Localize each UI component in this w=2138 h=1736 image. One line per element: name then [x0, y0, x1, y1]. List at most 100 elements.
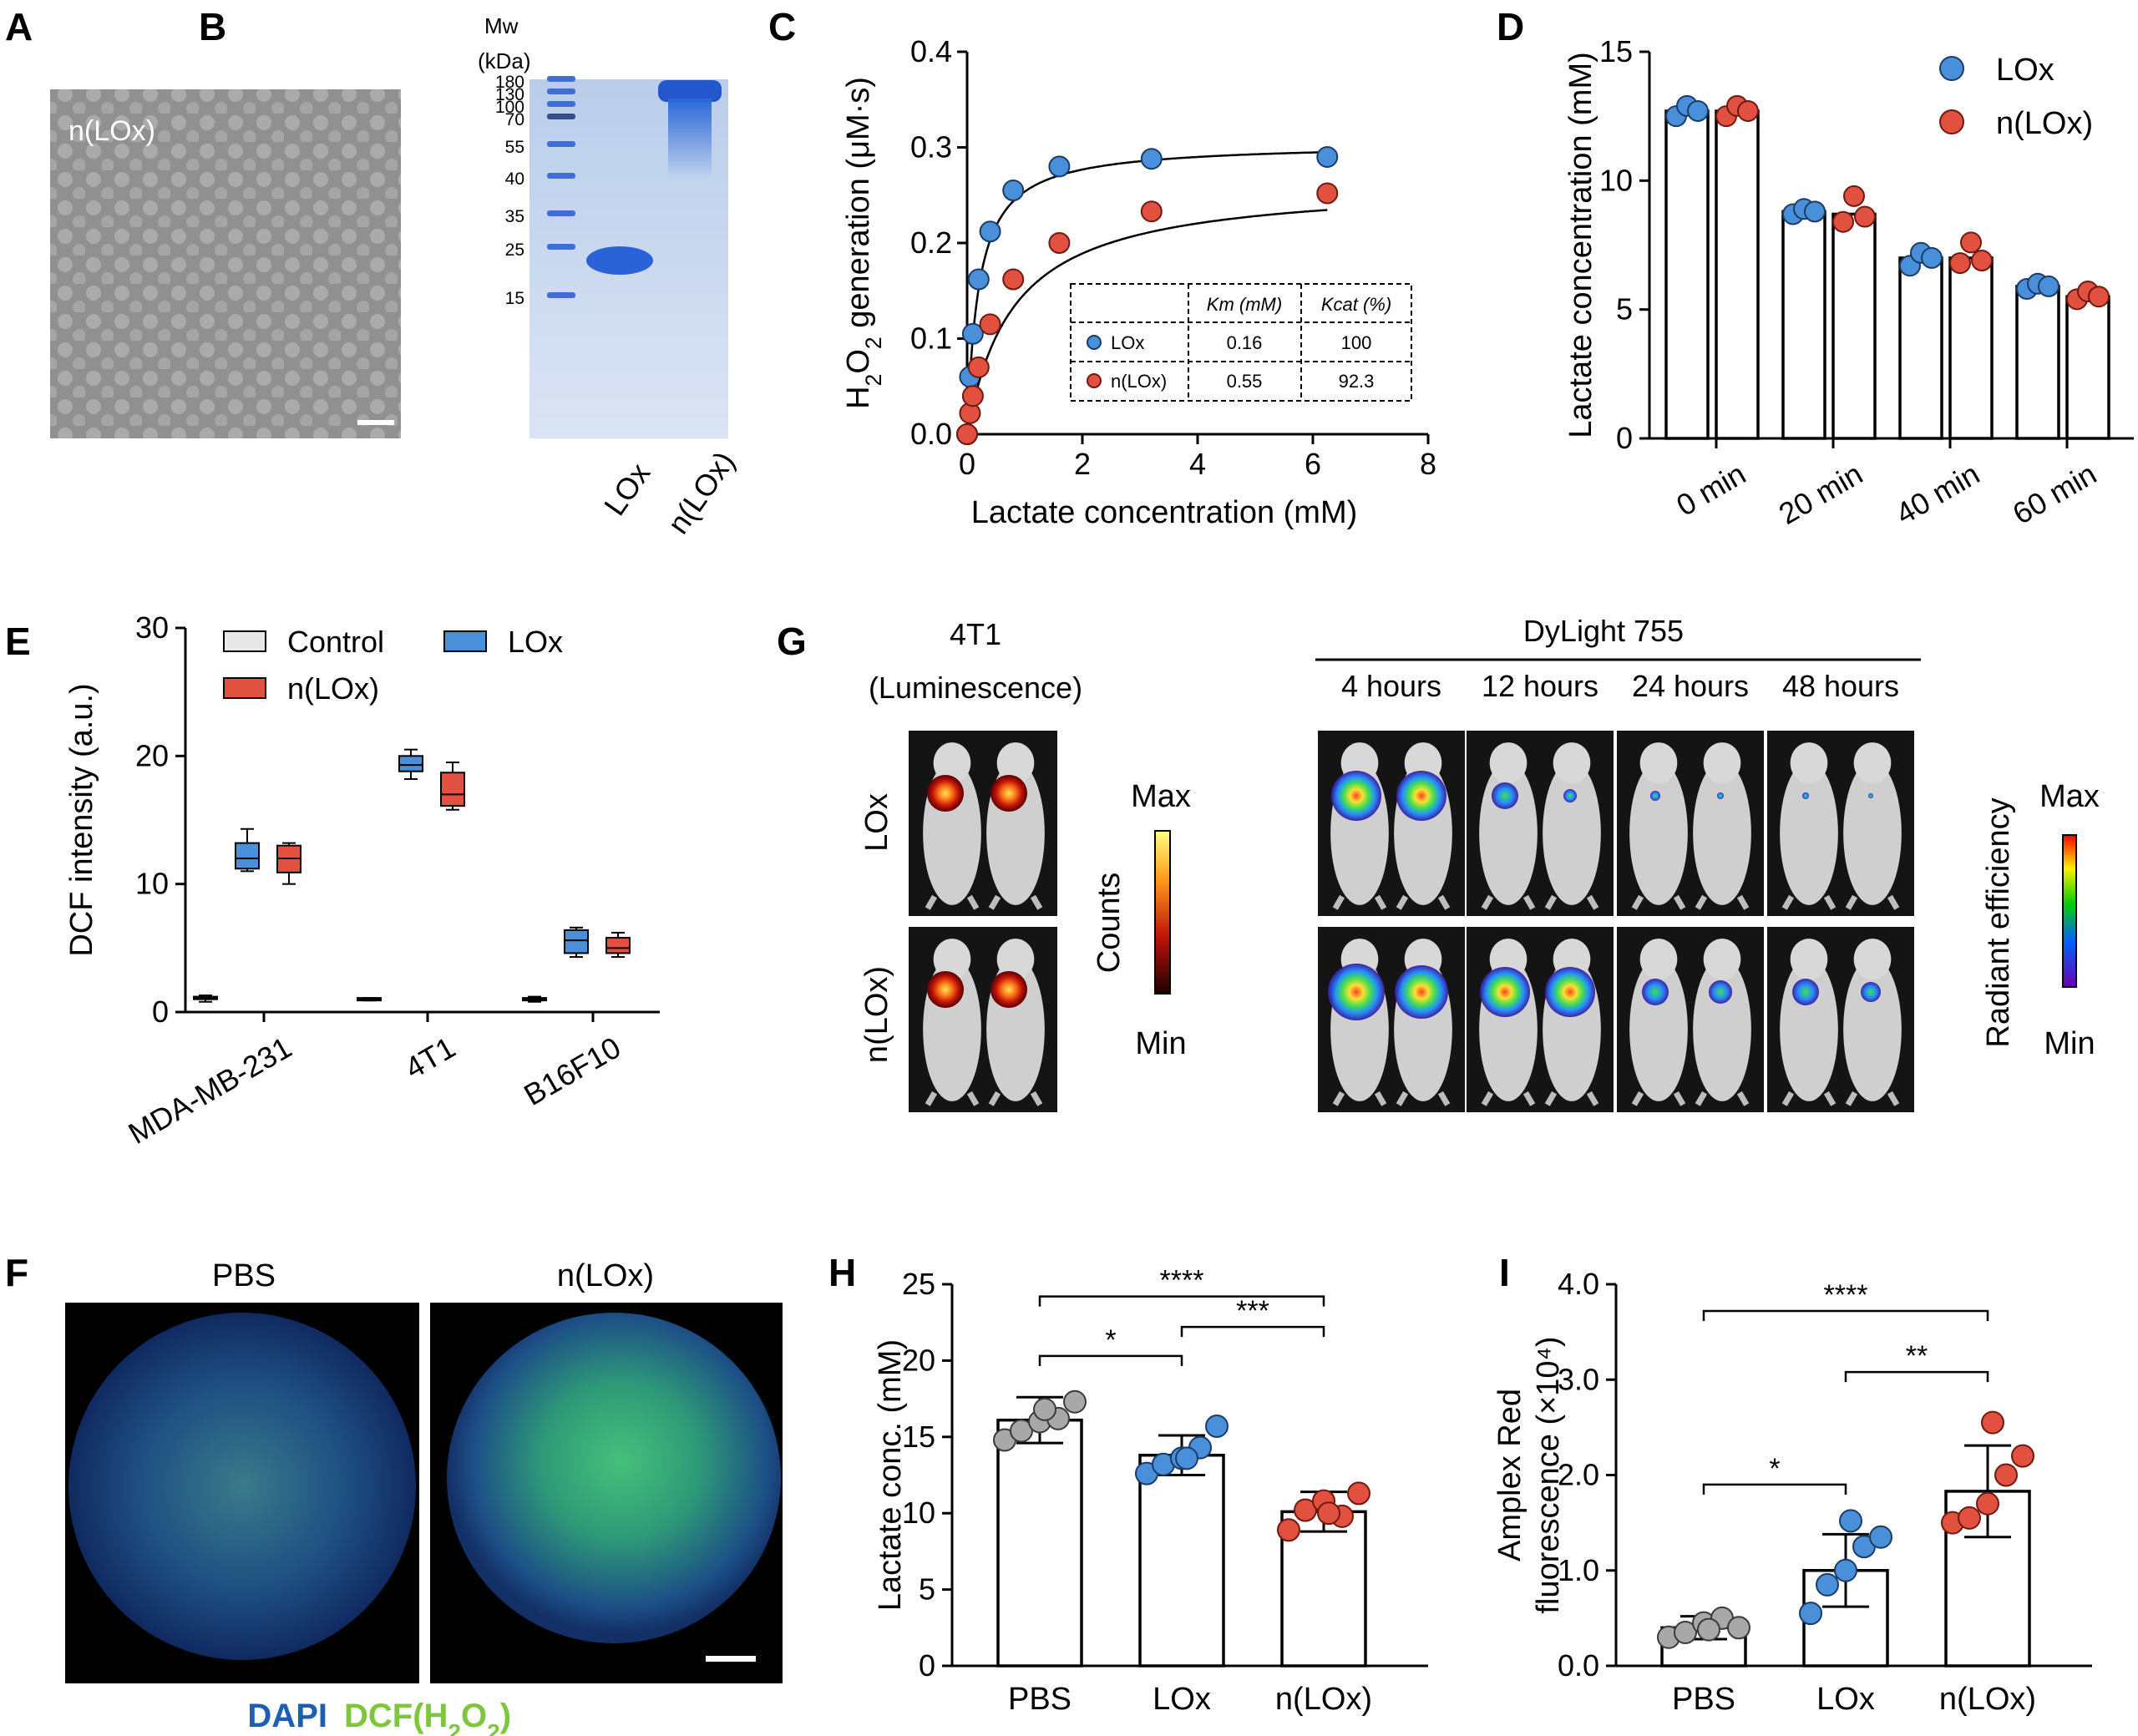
mouse-head: [1553, 742, 1591, 784]
y-tick-label: 0: [152, 995, 169, 1029]
mouse-head: [1639, 939, 1678, 980]
x-tick-label: 20 min: [1773, 456, 1868, 531]
y-axis-label: Amplex Red: [1492, 1389, 1528, 1561]
mouse-head: [1703, 939, 1741, 980]
fluor-signal: [1642, 979, 1669, 1005]
y-tick-label: 15: [902, 1420, 935, 1454]
data-point: [1294, 1498, 1317, 1522]
mouse-head: [996, 939, 1035, 980]
mouse-head: [1853, 939, 1892, 980]
fluor-signal: [1861, 982, 1881, 1002]
data-point: [1674, 1621, 1697, 1645]
scale-bar: [357, 420, 394, 425]
legend-label: LOx: [1996, 53, 2054, 88]
timepoint-label: 24 hours: [1632, 669, 1749, 703]
legend-label: n(LOx): [1996, 106, 2093, 141]
mouse-leg: [1332, 1091, 1345, 1106]
x-tick-label: 40 min: [1890, 456, 1985, 531]
radiant-min: Min: [2044, 1026, 2095, 1061]
gel-marker-label: 70: [505, 110, 524, 129]
tumor-signal: [990, 971, 1027, 1008]
table-header-kcat: Kcat (%): [1321, 294, 1391, 315]
kinetics-table: Km (mM) Kcat (%) LOx 0.16 100 n(LOx) 0.5…: [1070, 283, 1412, 402]
stain-dapi: DAPI: [247, 1698, 327, 1734]
box: [398, 755, 423, 772]
data-point: [1949, 252, 1971, 275]
y-axis-label: DCF intensity (a.u.): [64, 683, 99, 956]
box: [440, 772, 465, 807]
fluorescence-images: [1318, 731, 1914, 1112]
data-point: [1277, 1518, 1300, 1542]
scale-bar-f: [706, 1656, 756, 1662]
y-axis-label: fluorescence (×10⁴): [1531, 1336, 1566, 1613]
y-tick-label: 2.0: [1558, 1458, 1599, 1492]
data-point: [1140, 200, 1163, 223]
table-marker-lox: [1087, 335, 1102, 350]
significance-label: ****: [1824, 1279, 1868, 1311]
x-tick-label: LOx: [1816, 1682, 1875, 1717]
mouse-body: [1543, 761, 1601, 905]
fluor-signal: [1563, 789, 1577, 802]
data-point: [1347, 1481, 1370, 1506]
lum-subtitle: (Luminescence): [869, 671, 1082, 705]
y-tick-label: 20: [902, 1343, 935, 1377]
x-tick-label: 0: [959, 447, 975, 481]
text-span: 2: [861, 374, 886, 387]
mouse-leg: [1030, 894, 1043, 910]
panel-i: I 0.0 1.0 2.0 3.0 4.0 Amplex Red fluorescence …: [1492, 1251, 2092, 1717]
legend-swatch: [223, 630, 266, 652]
mouse-leg: [1736, 894, 1750, 910]
mouse-body: [1843, 957, 1902, 1101]
x-tick-label: B16F10: [518, 1030, 626, 1112]
x-tick-label: 2: [1074, 447, 1091, 481]
data-point: [1002, 180, 1025, 202]
data-point: [1033, 1397, 1056, 1421]
table-row-nlox-name: n(LOx): [1111, 371, 1167, 392]
counts-colorbar: [1154, 830, 1171, 995]
legend-marker: [1939, 56, 1964, 81]
data-point: [1816, 1572, 1839, 1597]
data-point: [1205, 1415, 1229, 1439]
mouse-leg: [1845, 1091, 1858, 1106]
significance-bracket: [1844, 1370, 1989, 1383]
x-tick-label: n(LOx): [1275, 1682, 1372, 1717]
y-tick-label: 0.4: [910, 34, 952, 68]
dye-title: DyLight 755: [1523, 614, 1684, 648]
mouse-head: [1703, 742, 1741, 784]
text-span: 2: [448, 1719, 461, 1736]
tem-grain: [50, 89, 401, 438]
data-point: [1843, 185, 1865, 207]
mouse-leg: [1332, 894, 1345, 910]
bar: [1781, 210, 1826, 440]
mouse-leg: [1887, 894, 1900, 910]
gel-marker-label: 40: [505, 170, 524, 189]
significance-bracket: [1180, 1325, 1325, 1338]
y-tick-label: 0.0: [1558, 1648, 1599, 1683]
image-label-nlox: n(LOx): [557, 1258, 654, 1293]
panel-a: A n(LOx): [5, 5, 401, 438]
data-point: [1316, 145, 1339, 168]
gel-marker-band: [547, 210, 575, 216]
text-span: O: [461, 1698, 487, 1734]
significance-label: *: [1769, 1453, 1780, 1485]
mouse-leg: [966, 1091, 980, 1106]
tumor-signal: [927, 971, 964, 1008]
x-tick-label: 8: [1420, 447, 1436, 481]
data-point: [1048, 232, 1071, 254]
mouse-leg: [1522, 1091, 1536, 1106]
data-point: [1316, 182, 1339, 205]
mouse-leg: [1374, 1091, 1387, 1106]
box: [564, 929, 589, 954]
data-point: [1063, 1389, 1087, 1414]
panel-letter-d: D: [1497, 5, 1524, 48]
y-tick-label: 10: [902, 1496, 935, 1530]
data-point: [979, 313, 1001, 336]
data-point: [1981, 1410, 2004, 1435]
lum-title: 4T1: [950, 617, 1001, 651]
x-tick-label: n(LOx): [1939, 1682, 2036, 1717]
data-point: [1839, 1509, 1862, 1533]
y-tick-label: 5: [919, 1572, 935, 1607]
image-label-pbs: PBS: [212, 1258, 276, 1293]
legend-label: LOx: [508, 625, 563, 659]
